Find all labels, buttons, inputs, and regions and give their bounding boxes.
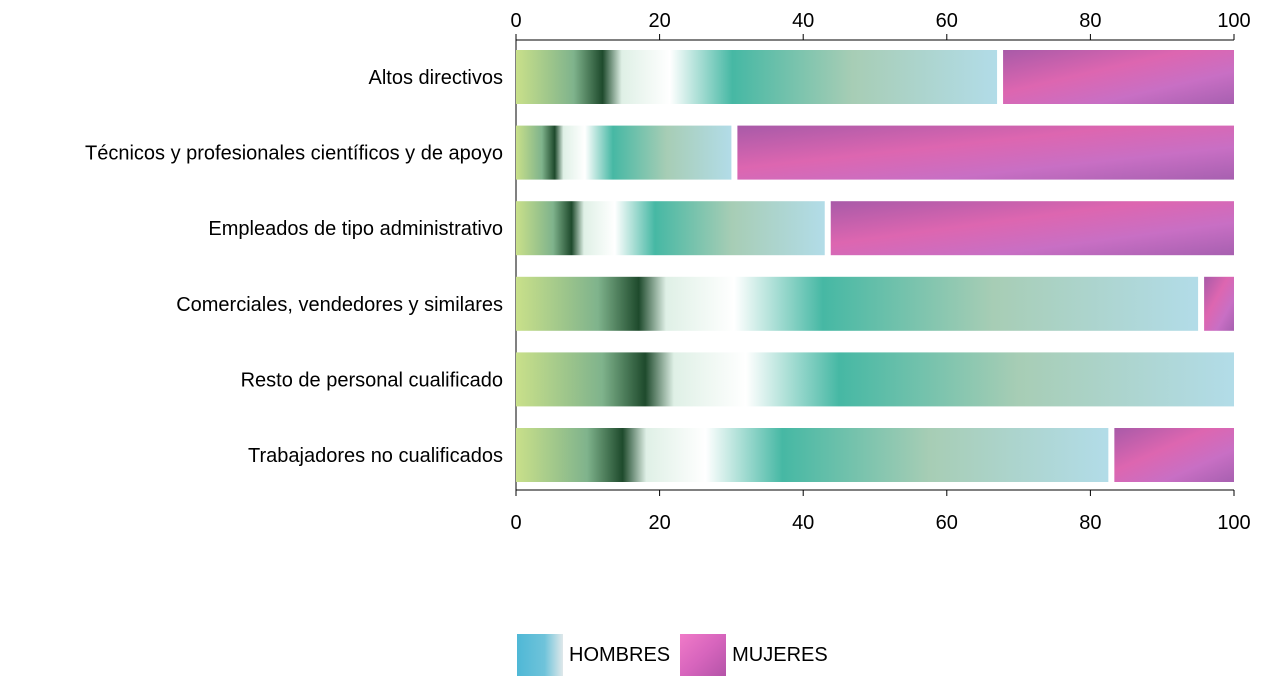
bottom-tick-label: 80 bbox=[1079, 512, 1101, 534]
category-label: Empleados de tipo administrativo bbox=[208, 218, 503, 240]
bar-mujeres bbox=[1204, 276, 1234, 331]
top-tick-label: 80 bbox=[1079, 10, 1101, 32]
bar-hombres bbox=[516, 50, 998, 104]
top-tick-label: 100 bbox=[1217, 10, 1250, 32]
bar-hombres bbox=[516, 276, 1199, 331]
category-label: Trabajadores no cualificados bbox=[248, 445, 503, 467]
bar-hombres bbox=[516, 428, 1109, 482]
legend-swatch-hombres bbox=[517, 634, 563, 676]
category-label: Técnicos y profesionales científicos y d… bbox=[85, 143, 503, 165]
axes: 0 0 20 20 40 40 60 60 80 80 100 100 bbox=[510, 10, 1250, 534]
top-tick-label: 60 bbox=[936, 10, 958, 32]
bottom-tick-label: 60 bbox=[936, 512, 958, 534]
category-label: Altos directivos bbox=[369, 67, 504, 89]
bar-mujeres bbox=[1003, 50, 1234, 104]
top-tick-label: 40 bbox=[792, 10, 814, 32]
bar-hombres bbox=[516, 352, 1234, 407]
category-label: Resto de personal cualificado bbox=[241, 369, 503, 391]
bars bbox=[516, 50, 1234, 482]
top-tick-label: 20 bbox=[648, 10, 670, 32]
bottom-tick-label: 100 bbox=[1217, 512, 1250, 534]
bar-hombres bbox=[516, 125, 732, 180]
top-tick-label: 0 bbox=[510, 10, 521, 32]
bar-hombres bbox=[516, 201, 825, 256]
legend-label-mujeres: MUJERES bbox=[732, 643, 828, 666]
bottom-tick-label: 40 bbox=[792, 512, 814, 534]
legend-label-hombres: HOMBRES bbox=[569, 643, 671, 666]
bottom-tick-label: 20 bbox=[648, 512, 670, 534]
category-label: Comerciales, vendedores y similares bbox=[176, 294, 503, 316]
bar-mujeres bbox=[737, 125, 1234, 180]
legend: HOMBRES MUJERES bbox=[517, 634, 838, 676]
legend-swatch-mujeres bbox=[680, 634, 727, 676]
category-labels: Altos directivos Técnicos y profesionales… bbox=[85, 67, 503, 467]
bottom-tick-label: 0 bbox=[510, 512, 521, 534]
bar-mujeres bbox=[1114, 428, 1234, 482]
chart: 0 0 20 20 40 40 60 60 80 80 100 100 Altos directivo… bbox=[85, 10, 1251, 534]
bar-mujeres bbox=[830, 201, 1234, 256]
